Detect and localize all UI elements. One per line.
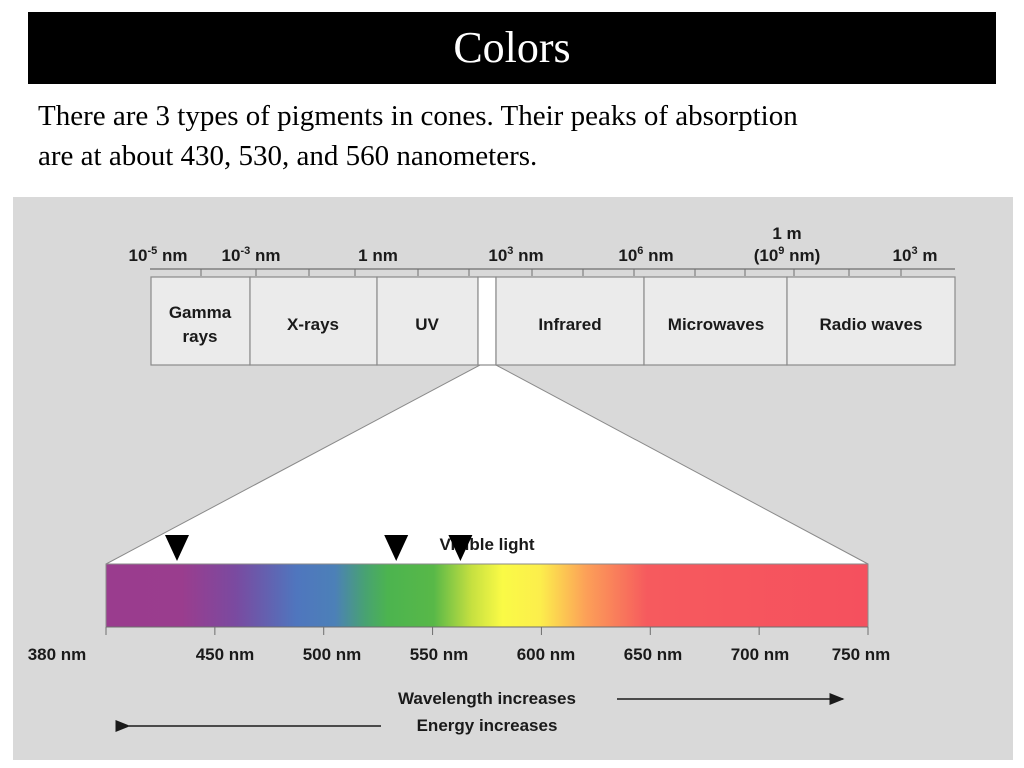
scale-label-1e9-nm: (109 nm) — [754, 245, 821, 265]
region-microwaves-label: Microwaves — [668, 315, 764, 334]
region-gamma-label-2: rays — [183, 327, 218, 346]
scale-label-1e6-nm: 106 nm — [618, 245, 673, 265]
region-gamma-label-1: Gamma — [169, 303, 232, 322]
em-spectrum-figure: 10-5 nm 10-3 nm 1 nm 103 nm 106 nm 1 m (… — [13, 197, 1013, 760]
visible-spectrum-bar — [105, 563, 869, 628]
em-spectrum-diagram: 10-5 nm 10-3 nm 1 nm 103 nm 106 nm 1 m (… — [13, 197, 1013, 760]
region-infrared-box — [495, 276, 645, 366]
scale-label-1-nm: 1 nm — [358, 246, 398, 265]
region-uv-box — [376, 276, 479, 366]
region-x-rays-label: X-rays — [287, 315, 339, 334]
region-radio-waves-box — [786, 276, 956, 366]
title-bar: Colors — [28, 12, 996, 84]
peak-marker — [384, 535, 409, 561]
peak-marker — [448, 535, 473, 561]
axis-tick-label: 550 nm — [410, 645, 469, 664]
peak-markers — [165, 535, 473, 561]
region-gamma-rays-box — [150, 276, 251, 366]
axis-tick-label: 380 nm — [28, 645, 87, 664]
region-uv-label: UV — [415, 315, 439, 334]
scale-label-1e3-m: 103 m — [893, 245, 938, 265]
scale-label-1e-5-nm: 10-5 nm — [129, 245, 188, 265]
axis-tick-label: 750 nm — [832, 645, 891, 664]
body-line-1: There are 3 types of pigments in cones. … — [38, 100, 798, 132]
axis-tick-label: 500 nm — [303, 645, 362, 664]
scale-label-1e3-nm: 103 nm — [488, 245, 543, 265]
wavelength-increases-label: Wavelength increases — [398, 689, 576, 708]
body-line-2: are at about 430, 530, and 560 nanometer… — [38, 140, 538, 172]
region-x-rays-box — [249, 276, 378, 366]
axis-tick-label: 650 nm — [624, 645, 683, 664]
peak-marker — [165, 535, 189, 561]
axis-tick-label: 450 nm — [196, 645, 255, 664]
axis-tick-label: 600 nm — [517, 645, 576, 664]
scale-minor-ticks — [200, 269, 902, 276]
region-visible-gap — [477, 276, 497, 366]
scale-label-1e-3-nm: 10-3 nm — [222, 245, 281, 265]
axis-tick-label: 700 nm — [731, 645, 790, 664]
region-infrared-label: Infrared — [538, 315, 601, 334]
region-microwaves-box — [643, 276, 788, 366]
slide-title: Colors — [453, 23, 571, 72]
wavelength-axis: 380 nm 450 nm 500 nm 550 nm 600 nm 650 nm 700 … — [28, 627, 891, 664]
energy-increases-label: Energy increases — [417, 716, 558, 735]
scale-label-1-m: 1 m — [772, 224, 801, 243]
region-radio-waves-label: Radio waves — [820, 315, 923, 334]
slide-body: There are 3 types of pigments in cones. … — [38, 96, 968, 176]
